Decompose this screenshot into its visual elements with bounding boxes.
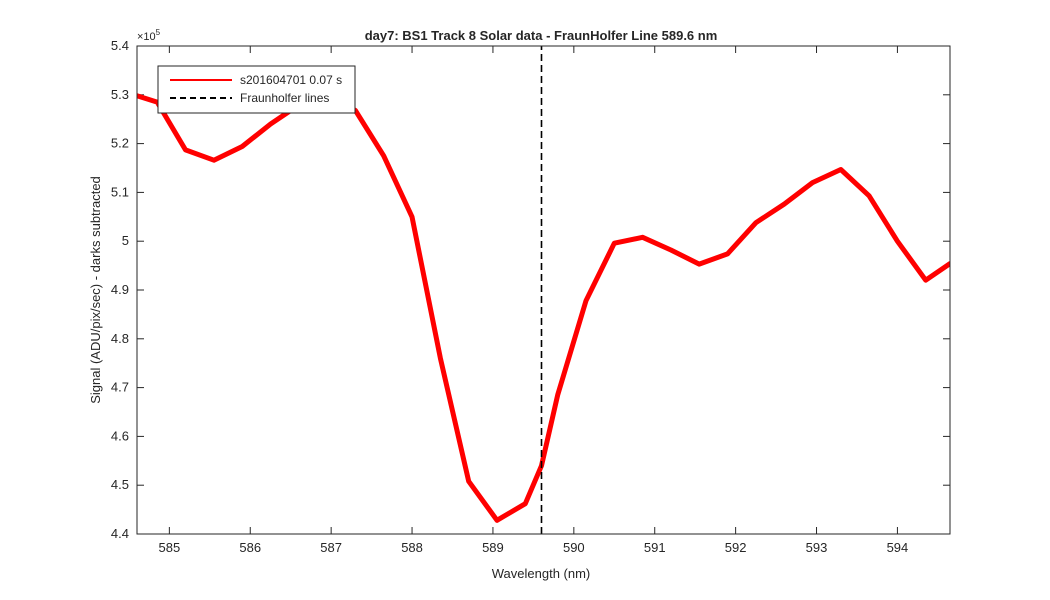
x-tick-label: 591: [644, 540, 666, 555]
x-tick-label: 590: [563, 540, 585, 555]
legend-box: [157, 65, 356, 114]
y-tick-label: 4.6: [111, 428, 129, 443]
x-tick-label: 586: [239, 540, 261, 555]
y-exponent-power: 5: [156, 28, 161, 37]
y-tick-label: 5.4: [111, 38, 129, 53]
y-tick-label: 4.7: [111, 380, 129, 395]
legend-label-series-1: s201604701 0.07 s: [240, 73, 342, 87]
series-layer: [137, 46, 950, 534]
y-tick-label: 4.5: [111, 477, 129, 492]
chart-title: day7: BS1 Track 8 Solar data - FraunHolf…: [365, 28, 718, 43]
x-tick-label: 594: [887, 540, 909, 555]
y-tick-label: 4.4: [111, 526, 129, 541]
x-tick-label: 592: [725, 540, 747, 555]
legend: s201604701 0.07 s Fraunholfer lines: [157, 65, 356, 114]
y-tick-label: 4.9: [111, 282, 129, 297]
plot-frame: [136, 45, 951, 535]
x-tick-label: 587: [320, 540, 342, 555]
y-exponent-base: ×10: [137, 31, 156, 43]
x-tick-label: 588: [401, 540, 423, 555]
y-axis-label: Signal (ADU/pix/sec) - darks subtracted: [88, 176, 103, 404]
y-tick-label: 4.8: [111, 331, 129, 346]
x-tick-label: 589: [482, 540, 504, 555]
axes: 585 586 587 588 589 590 591 592 593 594 4.4 4.5 4.6 4…: [111, 38, 950, 555]
x-tick-label: 593: [806, 540, 828, 555]
y-tick-label: 5.2: [111, 136, 129, 151]
y-tick-label: 5.1: [111, 184, 129, 199]
x-tick-label: 585: [159, 540, 181, 555]
x-axis-label: Wavelength (nm): [492, 566, 591, 581]
legend-label-series-2: Fraunholfer lines: [240, 91, 329, 105]
y-exponent-label: ×105: [137, 28, 161, 43]
y-tick-label: 5.3: [111, 87, 129, 102]
y-tick-label: 5: [122, 233, 129, 248]
